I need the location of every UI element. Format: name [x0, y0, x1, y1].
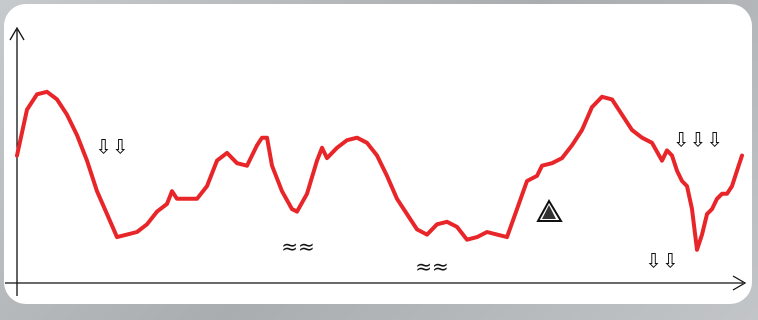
annotation: ≈≈ — [281, 235, 315, 259]
annotation: ≈≈ — [415, 255, 449, 279]
annotation: ⇩⇩ — [645, 249, 679, 273]
x-axis-arrow — [732, 275, 747, 291]
triangle-icon — [536, 198, 563, 222]
annotation: ⇩⇩ — [95, 135, 129, 159]
data-line — [15, 89, 744, 252]
annotation: ⇩⇩⇩ — [673, 128, 723, 152]
y-axis-arrow — [9, 26, 25, 41]
